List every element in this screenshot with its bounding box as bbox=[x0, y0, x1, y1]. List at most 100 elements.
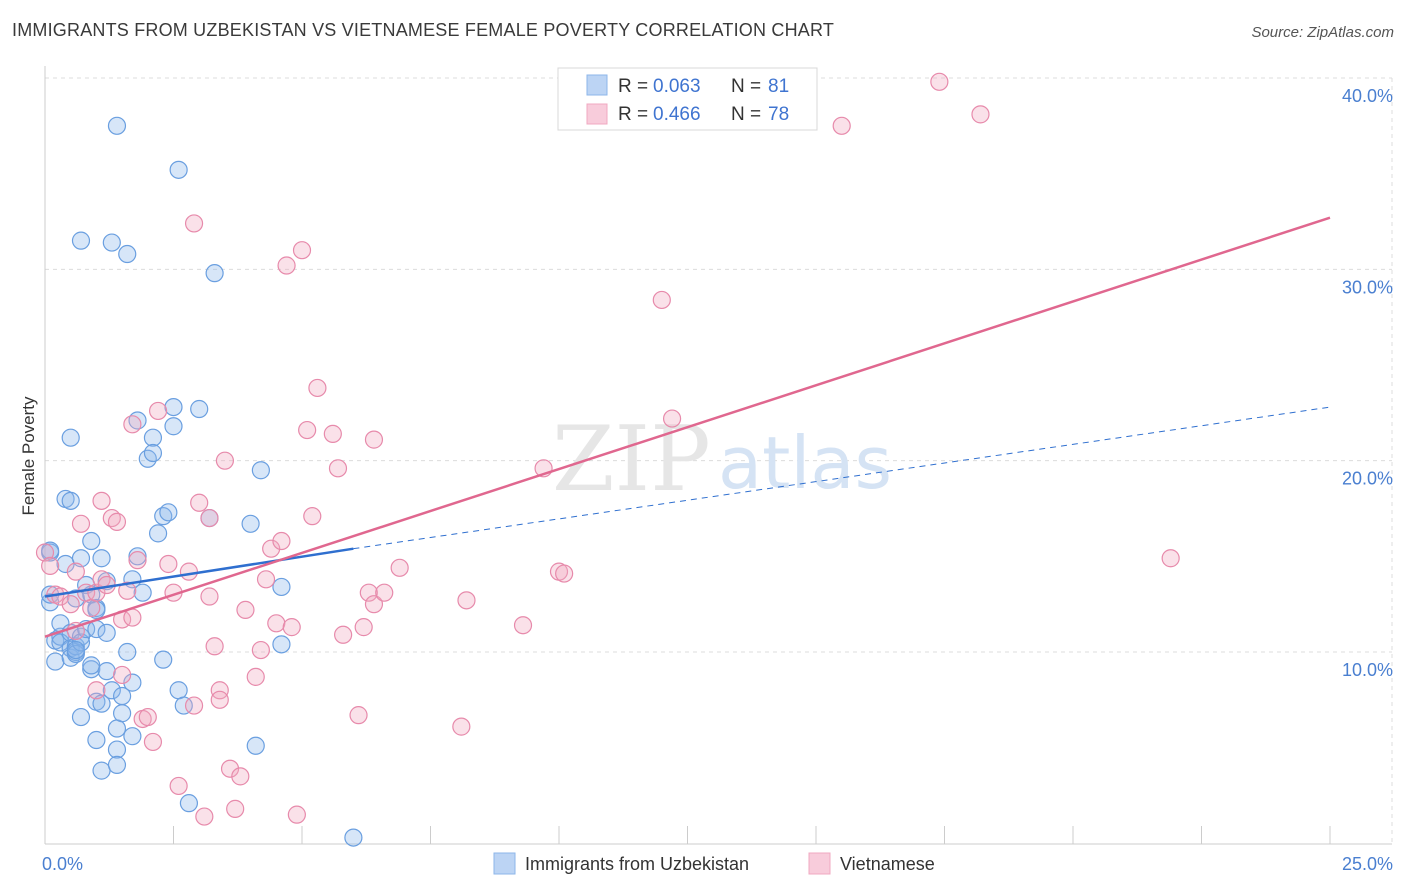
uzbekistan-point-61 bbox=[148, 524, 168, 543]
uzbekistan-point-59 bbox=[143, 428, 163, 447]
uzbekistan-point-15 bbox=[61, 428, 80, 447]
vietnamese-point-47 bbox=[256, 570, 276, 589]
legend-swatch-pink bbox=[586, 103, 608, 125]
vietnamese-point-29 bbox=[169, 776, 188, 796]
uzbekistan-point-37 bbox=[92, 549, 111, 568]
legend-r-value-2: 0.466 bbox=[653, 104, 701, 125]
uzbekistan-point-70 bbox=[179, 794, 199, 813]
uzbekistan-point-22 bbox=[71, 549, 91, 568]
legend-n-value-2: 78 bbox=[768, 104, 789, 125]
uzbekistan-point-14 bbox=[61, 491, 80, 510]
uzbekistan-point-67 bbox=[169, 160, 188, 179]
uzbekistan-point-77 bbox=[272, 635, 291, 654]
legend-n-value-1: 81 bbox=[768, 76, 789, 97]
uzbekistan-point-19 bbox=[66, 644, 85, 664]
uzbekistan-point-46 bbox=[107, 719, 127, 738]
uzbekistan-point-79 bbox=[344, 828, 363, 847]
legend-r-value-1: 0.063 bbox=[653, 76, 701, 97]
y-tick-label-30: 30.0% bbox=[1342, 277, 1393, 297]
uzbekistan-point-43 bbox=[102, 681, 121, 700]
uzbekistan-point-24 bbox=[71, 707, 91, 727]
vietnamese-point-58 bbox=[323, 424, 342, 443]
vietnamese-point-77 bbox=[930, 72, 949, 91]
vietnamese-point-38 bbox=[210, 681, 229, 700]
vietnamese-point-67 bbox=[390, 558, 409, 577]
x-tick-label-0: 0.0% bbox=[42, 854, 83, 874]
chart-source: Source: ZipAtlas.com bbox=[1251, 24, 1394, 41]
vietnamese-point-26 bbox=[148, 401, 168, 421]
bottom-legend-label-1: Immigrants from Uzbekistan bbox=[525, 854, 749, 874]
vietnamese-point-49 bbox=[267, 614, 286, 633]
uzbekistan-trend-line bbox=[44, 547, 354, 598]
vietnamese-point-11 bbox=[87, 681, 106, 700]
vietnamese-point-56 bbox=[303, 507, 322, 526]
legend-n-label-2: N = bbox=[731, 104, 761, 125]
vietnamese-point-69 bbox=[457, 591, 476, 610]
uzbekistan-point-71 bbox=[190, 399, 209, 419]
uzbekistan-point-38 bbox=[92, 694, 111, 713]
bottom-legend-swatch-pink bbox=[808, 852, 831, 875]
uzbekistan-point-18 bbox=[66, 589, 85, 608]
uzbekistan-point-56 bbox=[128, 547, 147, 566]
vietnamese-point-60 bbox=[334, 625, 353, 644]
uzbekistan-point-29 bbox=[82, 531, 101, 551]
vietnamese-point-30 bbox=[179, 562, 199, 581]
uzbekistan-point-36 bbox=[92, 761, 111, 780]
y-tick-label-10: 10.0% bbox=[1342, 660, 1393, 680]
uzbekistan-point-23 bbox=[71, 231, 91, 250]
vietnamese-point-54 bbox=[292, 241, 312, 260]
chart-title: IMMIGRANTS FROM UZBEKISTAN VS VIETNAMESE… bbox=[12, 20, 835, 40]
uzbekistan-point-75 bbox=[246, 736, 265, 755]
vietnamese-point-25 bbox=[143, 732, 163, 752]
vietnamese-point-76 bbox=[832, 116, 851, 135]
vietnamese-point-59 bbox=[328, 459, 348, 478]
vietnamese-point-68 bbox=[452, 717, 471, 736]
uzbekistan-point-74 bbox=[241, 514, 260, 533]
vietnamese-point-35 bbox=[200, 587, 219, 606]
uzbekistan-point-62 bbox=[154, 650, 173, 669]
vietnamese-point-61 bbox=[349, 706, 368, 725]
watermark: ZIP atlas bbox=[552, 407, 892, 512]
uzbekistan-point-28 bbox=[82, 656, 101, 675]
x-tick-label-25: 25.0% bbox=[1342, 854, 1393, 874]
vietnamese-point-48 bbox=[262, 539, 281, 558]
bottom-legend-swatch-blue bbox=[493, 852, 516, 875]
uzbekistan-point-51 bbox=[118, 642, 137, 662]
y-tick-label-20: 20.0% bbox=[1342, 469, 1393, 489]
vietnamese-point-62 bbox=[354, 618, 373, 637]
uzbekistan-point-44 bbox=[107, 116, 127, 135]
vietnamese-point-64 bbox=[364, 595, 384, 614]
vietnamese-point-4 bbox=[61, 595, 80, 614]
bottom-legend-label-2: Vietnamese bbox=[840, 854, 935, 874]
uzbekistan-point-57 bbox=[133, 583, 152, 602]
vietnamese-point-41 bbox=[220, 759, 240, 778]
vietnamese-point-37 bbox=[205, 637, 224, 656]
trend-lines bbox=[44, 216, 1331, 638]
vietnamese-point-42 bbox=[226, 799, 245, 818]
vietnamese-point-1 bbox=[41, 556, 60, 576]
vietnamese-point-5 bbox=[66, 562, 85, 581]
vietnamese-point-9 bbox=[82, 598, 101, 618]
uzbekistan-point-69 bbox=[174, 696, 193, 715]
vietnamese-point-31 bbox=[184, 214, 204, 233]
y-axis-label: Female Poverty bbox=[19, 396, 38, 516]
uzbekistan-point-45 bbox=[107, 740, 127, 759]
uzbekistan-point-73 bbox=[205, 264, 224, 283]
vietnamese-point-45 bbox=[246, 667, 265, 686]
uzbekistan-point-53 bbox=[123, 727, 142, 746]
uzbekistan-point-80 bbox=[66, 640, 85, 660]
vietnamese-point-63 bbox=[359, 583, 378, 602]
vietnamese-point-39 bbox=[210, 690, 229, 709]
vietnamese-point-40 bbox=[215, 451, 234, 470]
vietnamese-point-74 bbox=[662, 409, 682, 428]
bottom-legend: Immigrants from Uzbekistan Vietnamese bbox=[493, 852, 935, 875]
vietnamese-point-65 bbox=[364, 430, 384, 449]
uzbekistan-point-68 bbox=[169, 681, 188, 700]
uzbekistan-point-48 bbox=[112, 704, 132, 723]
vietnamese-point-44 bbox=[236, 600, 255, 620]
scatter-points bbox=[35, 72, 1180, 847]
legend-n-label-1: N = bbox=[731, 76, 761, 97]
uzbekistan-point-66 bbox=[164, 397, 183, 417]
uzbekistan-point-58 bbox=[138, 449, 157, 468]
top-legend: R = 0.063 N = 81 R = 0.466 N = 78 bbox=[557, 67, 818, 131]
